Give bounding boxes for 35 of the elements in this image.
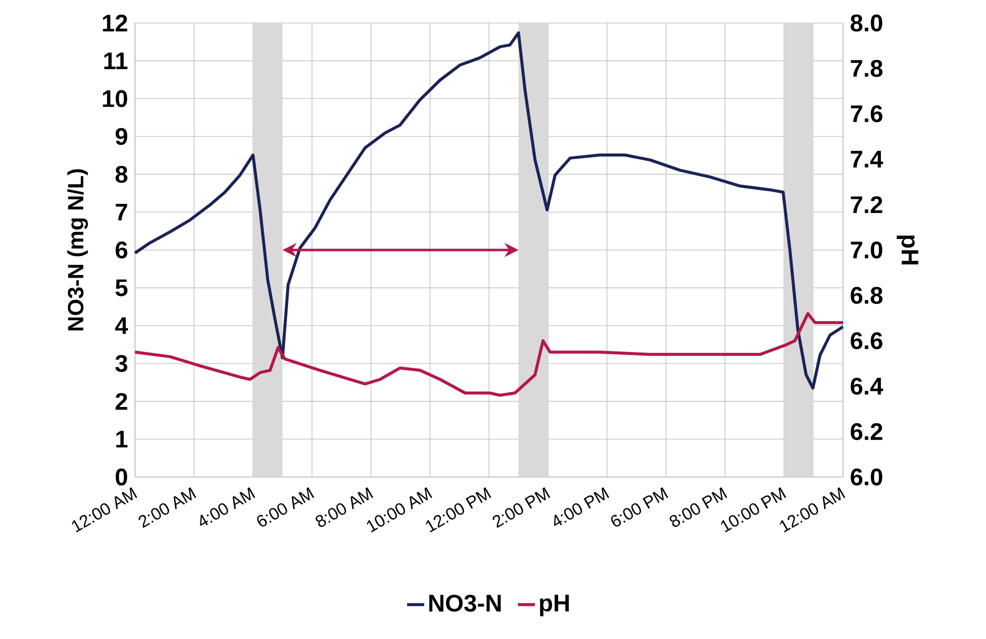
y2-tick-label: 6.8 xyxy=(850,286,882,304)
legend-label: NO3-N xyxy=(429,594,501,612)
x-tick-label: 2:00 PM xyxy=(492,487,550,528)
y-tick-label: 6 xyxy=(116,242,128,258)
y-tick-label: 12 xyxy=(102,14,128,32)
y2-tick-label: 8.0 xyxy=(850,14,882,32)
y-tick-label: 8 xyxy=(116,166,128,183)
y2-tick-label: 6.4 xyxy=(850,378,884,395)
x-tick-label: 6:00 AM xyxy=(257,487,314,527)
y2-tick-label: 6.6 xyxy=(850,332,882,350)
y-tick-label: 4 xyxy=(115,317,128,334)
x-tick-label: 6:00 PM xyxy=(611,487,668,527)
y2-tick-label: 7.2 xyxy=(850,196,882,213)
y-axis-title: NO3-N (mg N/L) xyxy=(67,169,88,330)
y-tick-label: 0 xyxy=(116,468,128,486)
y2-tick-label: 7.6 xyxy=(850,105,882,122)
y2-tick-label: 7.4 xyxy=(850,150,884,168)
y-tick-label: 1 xyxy=(116,430,128,448)
y-tick-label: 5 xyxy=(116,279,128,296)
y2-tick-label: 7.0 xyxy=(850,242,882,258)
y-tick-label: 10 xyxy=(102,90,128,108)
y-tick-label: 11 xyxy=(104,52,128,70)
y2-tick-label: 7.8 xyxy=(850,60,882,77)
x-tick-label: 4:00 AM xyxy=(200,487,256,526)
y2-tick-label: 6.2 xyxy=(850,423,882,440)
y-tick-label: 2 xyxy=(116,392,128,410)
legend-label: pH xyxy=(540,594,569,616)
line-series xyxy=(134,31,844,390)
y-tick-label: 9 xyxy=(116,128,128,145)
y-tick-label: 3 xyxy=(115,354,128,372)
y2-axis-title: pH xyxy=(896,236,918,264)
x-tick-label: 4:00 PM xyxy=(554,487,610,526)
y-tick-label: 7 xyxy=(116,204,128,220)
x-tick-label: 2:00 AM xyxy=(138,487,196,528)
y2-tick-label: 6.0 xyxy=(850,468,882,486)
